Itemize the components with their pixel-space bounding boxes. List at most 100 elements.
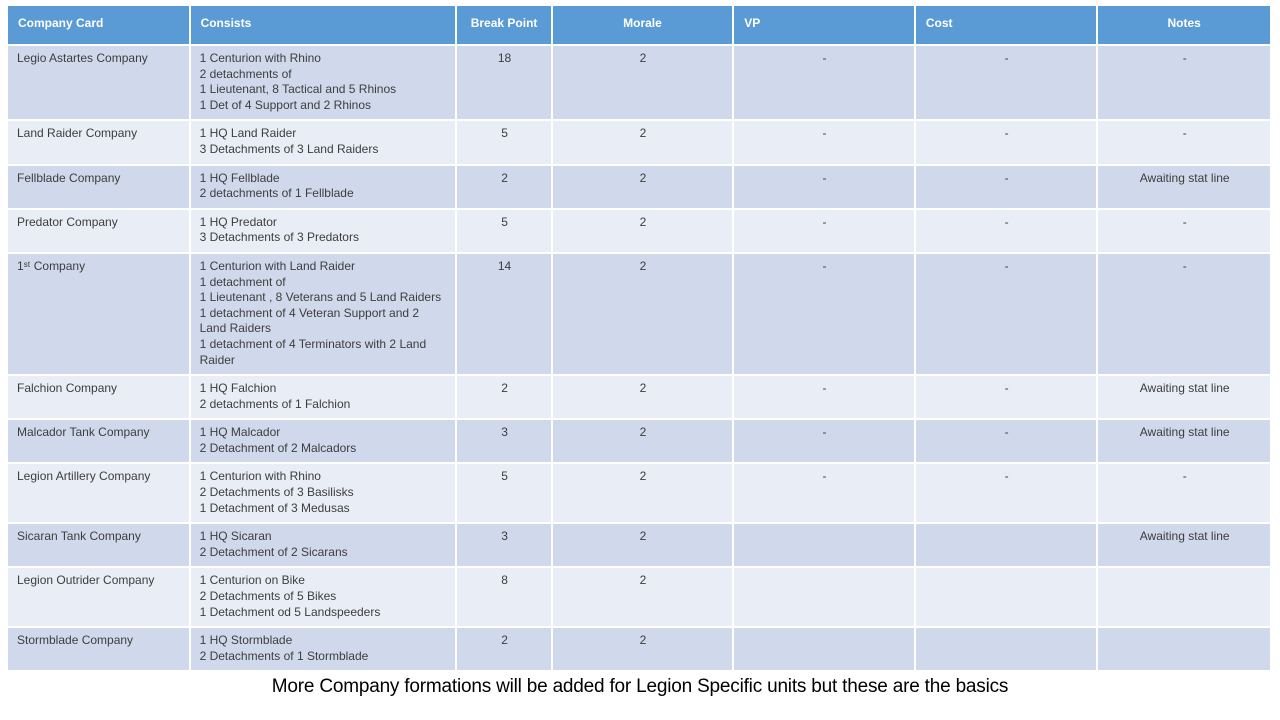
break-point-cell: 5 <box>457 209 551 252</box>
notes-cell: - <box>1098 209 1270 252</box>
consists-cell: 1 HQ Predator 3 Detachments of 3 Predato… <box>190 209 456 252</box>
morale-cell: 2 <box>552 628 733 671</box>
morale-cell: 2 <box>552 209 733 252</box>
table-row: Predator Company 1 HQ Predator 3 Detachm… <box>8 209 1270 252</box>
table-body: Legio Astartes Company 1 Centurion with … <box>8 46 1270 671</box>
morale-cell: 2 <box>552 568 733 627</box>
notes-cell: Awaiting stat line <box>1098 420 1270 463</box>
cost-cell: - <box>915 46 1097 120</box>
break-point-cell: 2 <box>457 376 551 419</box>
notes-cell: Awaiting stat line <box>1098 165 1270 208</box>
company-cell: Falchion Company <box>8 376 189 419</box>
table-row: Fellblade Company 1 HQ Fellblade 2 detac… <box>8 165 1270 208</box>
vp-cell: - <box>734 253 914 375</box>
company-cell: Stormblade Company <box>8 628 189 671</box>
consists-cell: 1 HQ Fellblade 2 detachments of 1 Fellbl… <box>190 165 456 208</box>
cost-cell: - <box>915 253 1097 375</box>
vp-cell: - <box>734 209 914 252</box>
consists-cell: 1 HQ Malcador 2 Detachment of 2 Malcador… <box>190 420 456 463</box>
morale-cell: 2 <box>552 524 733 567</box>
consists-cell: 1 Centurion with Rhino 2 Detachments of … <box>190 464 456 523</box>
company-cell: Sicaran Tank Company <box>8 524 189 567</box>
column-header-cost: Cost <box>915 6 1097 44</box>
notes-cell: - <box>1098 46 1270 120</box>
column-header-morale: Morale <box>552 6 733 44</box>
vp-cell: - <box>734 46 914 120</box>
company-cell: Malcador Tank Company <box>8 420 189 463</box>
column-header-consists: Consists <box>190 6 456 44</box>
table-row: Legion Artillery Company 1 Centurion wit… <box>8 464 1270 523</box>
notes-cell: - <box>1098 464 1270 523</box>
break-point-cell: 8 <box>457 568 551 627</box>
cost-cell <box>915 524 1097 567</box>
vp-cell: - <box>734 121 914 164</box>
break-point-cell: 5 <box>457 464 551 523</box>
table-row: 1ˢᵗ Company 1 Centurion with Land Raider… <box>8 253 1270 375</box>
company-cell: Legio Astartes Company <box>8 46 189 120</box>
notes-cell <box>1098 628 1270 671</box>
vp-cell <box>734 568 914 627</box>
column-header-notes: Notes <box>1098 6 1270 44</box>
column-header-vp: VP <box>734 6 914 44</box>
table-row: Sicaran Tank Company 1 HQ Sicaran 2 Deta… <box>8 524 1270 567</box>
notes-cell <box>1098 568 1270 627</box>
break-point-cell: 2 <box>457 165 551 208</box>
cost-cell <box>915 628 1097 671</box>
vp-cell <box>734 524 914 567</box>
table-row: Falchion Company 1 HQ Falchion 2 detachm… <box>8 376 1270 419</box>
morale-cell: 2 <box>552 253 733 375</box>
break-point-cell: 18 <box>457 46 551 120</box>
consists-cell: 1 Centurion with Land Raider 1 detachmen… <box>190 253 456 375</box>
table-row: Stormblade Company 1 HQ Stormblade 2 Det… <box>8 628 1270 671</box>
table-row: Legion Outrider Company 1 Centurion on B… <box>8 568 1270 627</box>
break-point-cell: 3 <box>457 420 551 463</box>
cost-cell: - <box>915 376 1097 419</box>
table-header: Company Card Consists Break Point Morale… <box>8 6 1270 44</box>
company-cell: Legion Artillery Company <box>8 464 189 523</box>
break-point-cell: 14 <box>457 253 551 375</box>
morale-cell: 2 <box>552 165 733 208</box>
notes-cell: Awaiting stat line <box>1098 524 1270 567</box>
footer-note: More Company formations will be added fo… <box>271 676 1009 697</box>
table-row: Land Raider Company 1 HQ Land Raider 3 D… <box>8 121 1270 164</box>
vp-cell <box>734 628 914 671</box>
consists-cell: 1 HQ Falchion 2 detachments of 1 Falchio… <box>190 376 456 419</box>
vp-cell: - <box>734 165 914 208</box>
cost-cell: - <box>915 420 1097 463</box>
consists-cell: 1 Centurion with Rhino 2 detachments of … <box>190 46 456 120</box>
column-header-company-card: Company Card <box>8 6 189 44</box>
morale-cell: 2 <box>552 420 733 463</box>
company-formations-table: Company Card Consists Break Point Morale… <box>6 4 1272 673</box>
cost-cell <box>915 568 1097 627</box>
cost-cell: - <box>915 464 1097 523</box>
vp-cell: - <box>734 464 914 523</box>
notes-cell: - <box>1098 253 1270 375</box>
consists-cell: 1 HQ Land Raider 3 Detachments of 3 Land… <box>190 121 456 164</box>
company-cell: 1ˢᵗ Company <box>8 253 189 375</box>
cost-cell: - <box>915 209 1097 252</box>
notes-cell: - <box>1098 121 1270 164</box>
vp-cell: - <box>734 376 914 419</box>
company-cell: Land Raider Company <box>8 121 189 164</box>
morale-cell: 2 <box>552 121 733 164</box>
morale-cell: 2 <box>552 376 733 419</box>
header-row: Company Card Consists Break Point Morale… <box>8 6 1270 44</box>
break-point-cell: 5 <box>457 121 551 164</box>
company-cell: Predator Company <box>8 209 189 252</box>
company-cell: Fellblade Company <box>8 165 189 208</box>
consists-cell: 1 Centurion on Bike 2 Detachments of 5 B… <box>190 568 456 627</box>
break-point-cell: 2 <box>457 628 551 671</box>
table-row: Malcador Tank Company 1 HQ Malcador 2 De… <box>8 420 1270 463</box>
cost-cell: - <box>915 165 1097 208</box>
column-header-break-point: Break Point <box>457 6 551 44</box>
morale-cell: 2 <box>552 46 733 120</box>
break-point-cell: 3 <box>457 524 551 567</box>
consists-cell: 1 HQ Stormblade 2 Detachments of 1 Storm… <box>190 628 456 671</box>
company-cell: Legion Outrider Company <box>8 568 189 627</box>
morale-cell: 2 <box>552 464 733 523</box>
consists-cell: 1 HQ Sicaran 2 Detachment of 2 Sicarans <box>190 524 456 567</box>
table-row: Legio Astartes Company 1 Centurion with … <box>8 46 1270 120</box>
notes-cell: Awaiting stat line <box>1098 376 1270 419</box>
cost-cell: - <box>915 121 1097 164</box>
